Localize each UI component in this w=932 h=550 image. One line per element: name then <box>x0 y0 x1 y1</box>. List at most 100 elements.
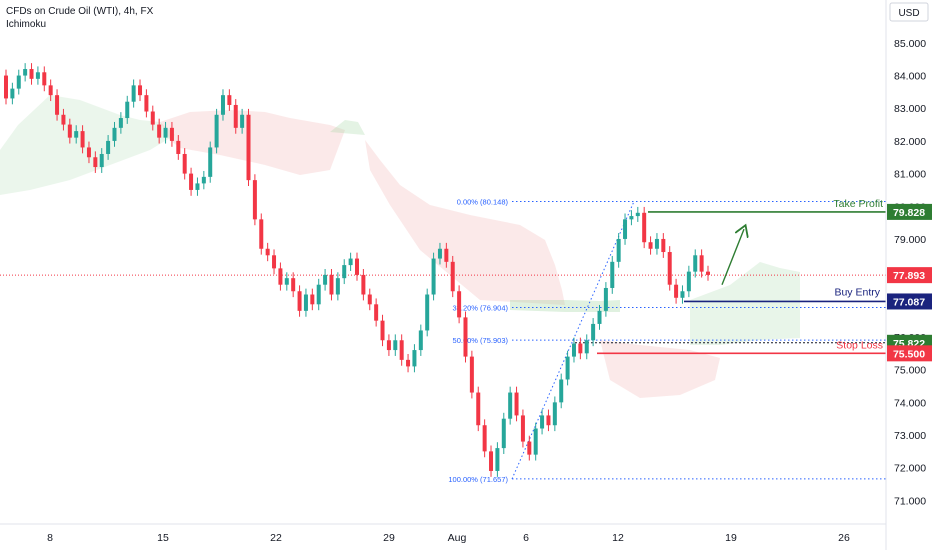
cloud-red-early <box>160 110 345 175</box>
candle-body <box>118 118 123 128</box>
candle-body <box>16 75 21 89</box>
candle-body <box>208 147 213 177</box>
candle-body <box>10 88 15 99</box>
candle-body <box>42 72 47 86</box>
candle-body <box>329 274 334 295</box>
candle-body <box>48 85 53 96</box>
fib-label: 100.00% (71.657) <box>448 475 508 484</box>
candle-body <box>252 180 257 220</box>
cloud-red-late <box>600 340 720 398</box>
cloud-red-main <box>365 140 565 305</box>
candle-body <box>623 219 628 239</box>
trade-levels[interactable]: Take Profit Buy Entry Stop Loss <box>0 198 886 355</box>
y-tick-label: 73.000 <box>894 430 926 442</box>
candle-body <box>667 252 672 285</box>
candle-body <box>476 392 481 426</box>
y-tick-label: 83.000 <box>894 103 926 115</box>
candle-body <box>323 274 328 285</box>
take-profit-label: Take Profit <box>833 198 883 210</box>
currency-box[interactable] <box>889 2 929 22</box>
candle-body <box>648 242 653 249</box>
candle-body <box>597 310 602 324</box>
y-tick-label: 79.000 <box>894 234 926 246</box>
indicator-label[interactable]: Ichimoku <box>6 19 47 30</box>
candle-body <box>182 153 187 174</box>
symbol-title[interactable]: CFDs on Crude Oil (WTI), 4h, FX <box>6 6 154 17</box>
y-tick-label: 71.000 <box>894 495 926 507</box>
candle-body <box>706 271 710 275</box>
candle-body <box>399 340 404 360</box>
candle-body <box>106 140 111 154</box>
candle-body <box>265 248 270 256</box>
candle-body <box>635 212 640 217</box>
candle-body <box>508 392 513 419</box>
x-tick-label: 6 <box>523 532 529 544</box>
candle-body <box>355 258 359 275</box>
candle-body <box>686 271 691 292</box>
candle-body <box>176 140 181 154</box>
candle-body <box>284 278 289 285</box>
candle-body <box>259 219 264 249</box>
candle-body <box>450 261 455 292</box>
x-tick-label: 12 <box>612 532 624 544</box>
price-axis[interactable]: USD 71.00072.00073.00074.00075.00076.000… <box>885 0 932 550</box>
price-label-box <box>887 345 932 362</box>
candle-body <box>559 379 564 403</box>
candle-body <box>240 114 245 128</box>
candle-body <box>29 69 34 79</box>
candle-body <box>386 340 391 351</box>
candle-body <box>303 294 308 311</box>
candle-body <box>425 294 430 331</box>
candle-body <box>233 104 238 128</box>
candle-body <box>457 291 462 318</box>
price-label-text: 77.087 <box>893 296 925 308</box>
candle-body <box>444 248 449 262</box>
candle-body <box>291 278 296 292</box>
candle-body <box>35 72 40 79</box>
candle-body <box>463 317 468 357</box>
candle-body <box>642 212 647 243</box>
y-tick-label: 82.000 <box>894 136 926 148</box>
candle-body <box>495 448 500 471</box>
fibonacci-levels[interactable]: 0.00% (80.148) 38.20% (76.904) 50.00% (75.… <box>448 197 886 484</box>
x-tick-label: 26 <box>838 532 850 544</box>
fib-label: 38.20% (76.904) <box>453 303 509 312</box>
x-tick-label: 8 <box>47 532 53 544</box>
candle-body <box>661 238 666 253</box>
y-tick-label: 85.000 <box>894 38 926 50</box>
candle-body <box>272 255 277 269</box>
price-label-box <box>887 267 932 284</box>
candles <box>4 63 710 477</box>
candle-body <box>99 153 104 168</box>
candle-body <box>4 75 8 99</box>
fib-label: 0.00% (80.148) <box>457 197 509 206</box>
candle-body <box>246 114 251 181</box>
candle-body <box>131 85 136 102</box>
candle-body <box>374 304 379 321</box>
price-label-box <box>887 293 932 310</box>
candle-body <box>674 284 679 298</box>
candle-body <box>297 291 302 311</box>
x-tick-label: 19 <box>725 532 737 544</box>
candle-body <box>584 340 589 354</box>
cloud-green-flat <box>510 300 620 312</box>
candle-body <box>214 114 219 148</box>
projection-arrow <box>721 229 744 285</box>
candle-body <box>552 402 557 426</box>
time-axis[interactable]: 8 15 22 29 Aug 6 12 19 26 <box>0 523 886 544</box>
candle-body <box>144 95 149 112</box>
candle-body <box>437 248 442 259</box>
candle-body <box>527 441 532 455</box>
candle-body <box>348 258 353 266</box>
candle-body <box>112 127 117 141</box>
candle-body <box>361 274 366 295</box>
candle-body <box>406 359 411 367</box>
candle-body <box>342 265 347 279</box>
candle-body <box>316 284 321 305</box>
currency-label[interactable]: USD <box>898 8 919 19</box>
buy-entry-label: Buy Entry <box>834 286 880 298</box>
fib-label: 50.00% (75.903) <box>453 336 509 345</box>
y-tick-label: 74.000 <box>894 397 926 409</box>
candle-body <box>380 320 385 341</box>
